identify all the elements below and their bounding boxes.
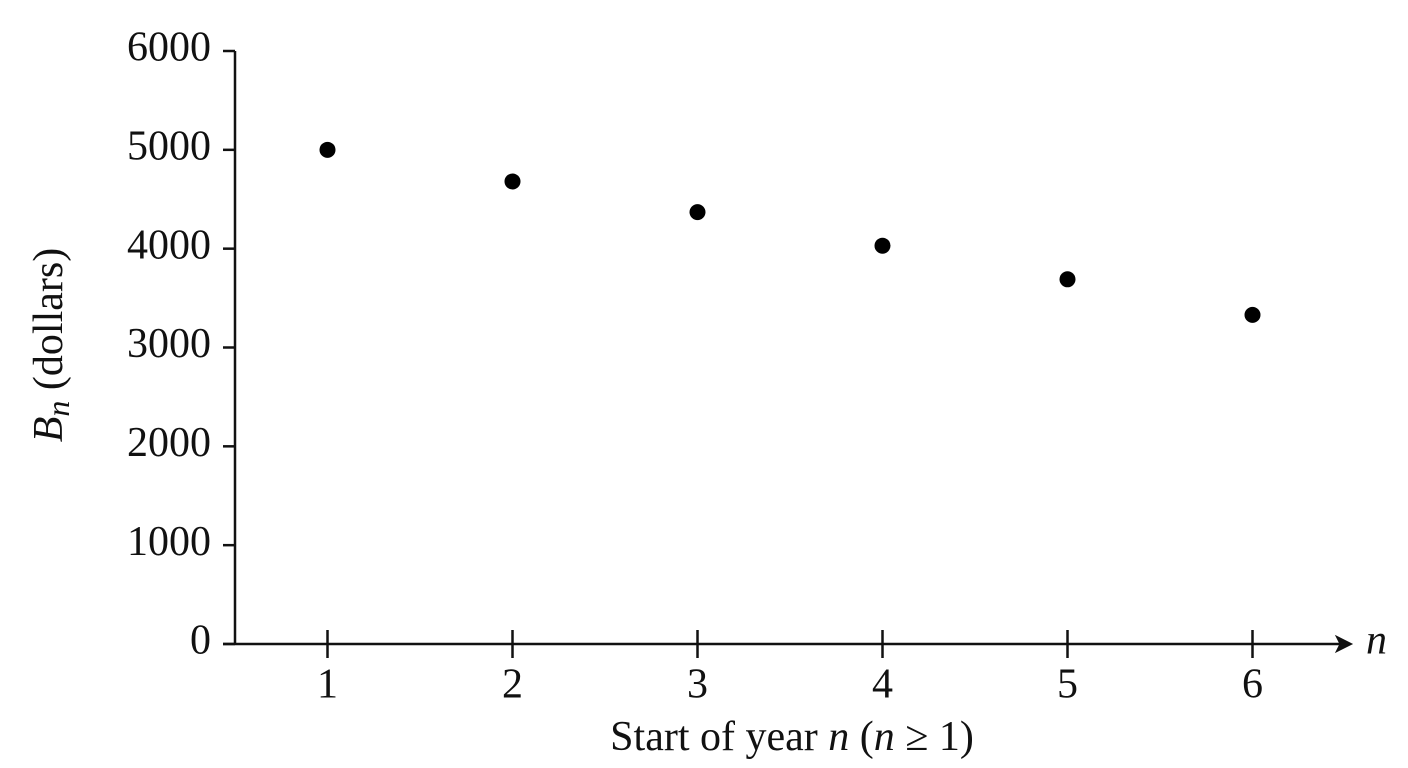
- x-axis-title-part: n: [874, 714, 895, 760]
- x-axis-title-part: (: [849, 714, 874, 760]
- x-tick-label: 2: [502, 662, 523, 708]
- point: [689, 204, 706, 221]
- x-axis-title-part: Start of year: [610, 714, 828, 760]
- x-axis-title: Start of year n (n ≥ 1): [610, 714, 974, 760]
- y-tick-label: 0: [190, 618, 211, 664]
- x-tick-label: 4: [872, 662, 893, 708]
- y-tick-label: 4000: [127, 222, 211, 268]
- x-tick-label: 5: [1057, 662, 1078, 708]
- x-axis-symbol: n: [1366, 618, 1387, 664]
- y-tick-label: 6000: [127, 25, 211, 71]
- y-axis-unit: (dollars): [26, 248, 72, 401]
- point: [504, 173, 521, 190]
- y-tick-label: 5000: [127, 123, 211, 169]
- x-axis-title-part: ≥ 1): [895, 714, 974, 760]
- point: [874, 237, 891, 254]
- point: [319, 141, 336, 158]
- x-tick-label: 6: [1242, 662, 1263, 708]
- y-tick-label: 3000: [127, 321, 211, 367]
- y-axis-subscript: n: [40, 401, 76, 417]
- y-axis-title: Bn (dollars): [26, 248, 77, 442]
- x-tick-label: 3: [687, 662, 708, 708]
- y-tick-label: 2000: [127, 420, 211, 466]
- x-axis-title-part: n: [828, 714, 849, 760]
- point: [1244, 306, 1261, 323]
- point: [1059, 271, 1076, 288]
- y-axis-symbol: B: [26, 417, 72, 443]
- x-axis-arrow: [1334, 634, 1354, 654]
- y-tick-label: 1000: [127, 519, 211, 565]
- x-tick-label: 1: [317, 662, 338, 708]
